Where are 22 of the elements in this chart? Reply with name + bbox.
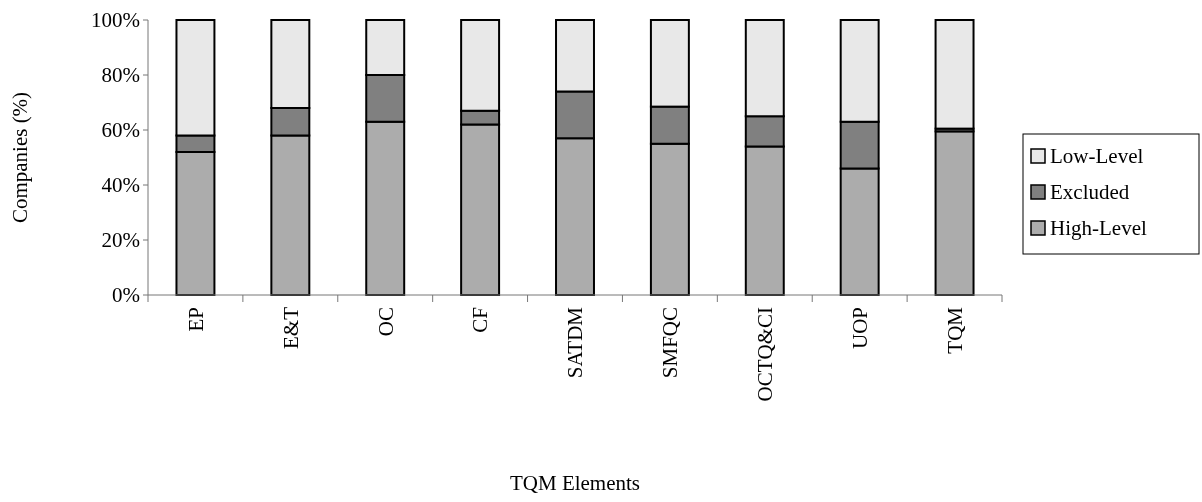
y-tick-label: 40% xyxy=(101,173,140,198)
x-tick-label: TQM xyxy=(942,306,967,354)
y-tick-label: 60% xyxy=(101,118,140,143)
y-axis-title: Companies (%) xyxy=(8,91,33,224)
x-tick-label: OCTQ&CI xyxy=(753,306,778,402)
bar xyxy=(934,19,975,130)
legend-label: Excluded xyxy=(1050,180,1130,205)
y-tick-label: 100% xyxy=(91,8,140,33)
x-tick-label: CF xyxy=(468,307,493,333)
x-tick-label: E&T xyxy=(278,306,303,349)
bar xyxy=(934,130,975,296)
y-tick-label: 80% xyxy=(101,63,140,88)
x-tick-label: SMFQC xyxy=(658,307,683,379)
y-tick-label: 0% xyxy=(112,283,140,308)
y-tick-label: 20% xyxy=(101,228,140,253)
x-axis-title: TQM Elements xyxy=(509,471,641,495)
x-tick-label: SATDM xyxy=(563,306,588,379)
x-tick-label: OC xyxy=(373,307,398,337)
legend-label: Low-Level xyxy=(1050,144,1144,169)
x-tick-label: EP xyxy=(183,307,208,332)
x-tick-label: UOP xyxy=(848,307,873,350)
legend-label: High-Level xyxy=(1050,216,1147,241)
